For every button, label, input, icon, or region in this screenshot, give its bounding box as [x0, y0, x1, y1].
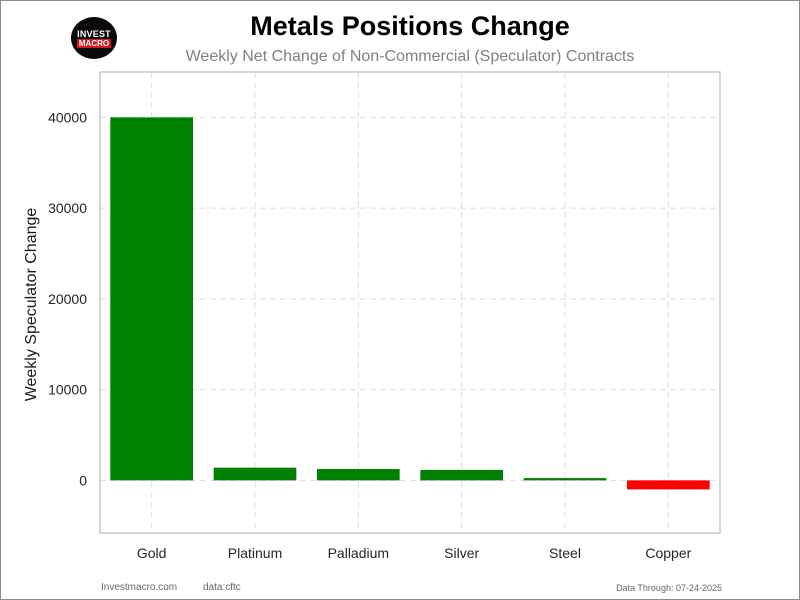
y-tick-label: 0 — [79, 472, 87, 488]
y-tick-label: 40000 — [48, 109, 87, 125]
bars — [110, 117, 710, 490]
y-axis-label: Weekly Speculator Change — [23, 208, 40, 402]
x-tick-label: Gold — [137, 545, 167, 561]
investmacro-logo: INVEST MACRO — [71, 17, 117, 59]
y-tick-label: 10000 — [48, 382, 87, 398]
bar-gold — [110, 117, 193, 481]
bar-copper — [627, 480, 710, 490]
bar-silver — [420, 469, 503, 481]
footer-date: Data Through: 07-24-2025 — [616, 583, 722, 593]
y-tick-label: 20000 — [48, 291, 87, 307]
bar-palladium — [317, 469, 400, 481]
logo-text-bottom: MACRO — [76, 38, 112, 48]
footer-site: Investmacro.com — [101, 582, 178, 593]
x-tick-label: Palladium — [328, 545, 389, 561]
axis-labels: 0 10000 20000 30000 40000 Gold Platinum Palladi… — [23, 109, 692, 561]
x-tick-label: Steel — [549, 545, 581, 561]
x-tick-label: Platinum — [228, 545, 282, 561]
logo-text-top: INVEST — [77, 28, 111, 39]
plot-border — [99, 71, 721, 534]
bar-steel — [523, 478, 607, 481]
y-tick-label: 30000 — [48, 200, 87, 216]
chart-subtitle: Weekly Net Change of Non-Commercial (Spe… — [185, 48, 635, 65]
footer-source: data:cftc — [203, 582, 241, 593]
x-tick-label: Silver — [444, 545, 479, 561]
bar-platinum — [213, 467, 297, 481]
chart-title: Metals Positions Change — [250, 11, 570, 41]
x-tick-label: Copper — [645, 545, 691, 561]
